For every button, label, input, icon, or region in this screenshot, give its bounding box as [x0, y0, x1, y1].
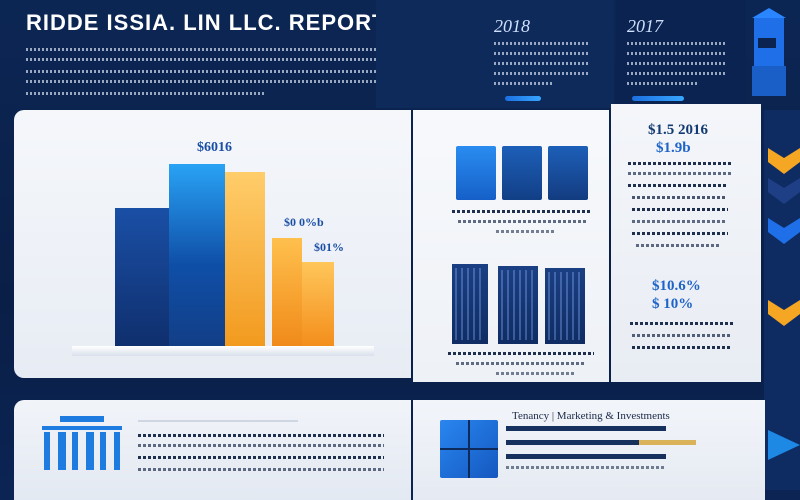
- chevron-icon: [768, 300, 800, 326]
- lower-text-line: [138, 468, 384, 471]
- progress-track: [506, 440, 696, 445]
- header-text-line: [26, 70, 376, 73]
- right-text-line: [632, 208, 728, 211]
- building-chart-3: [545, 268, 585, 344]
- chart-bar-blue: [169, 164, 225, 346]
- right-heading-2a: $10.6%: [652, 278, 701, 294]
- institution-icon: [40, 414, 124, 474]
- chart-bar-orange-tall: [225, 172, 265, 346]
- header-text-line: [26, 48, 376, 51]
- right-text-line: [632, 196, 726, 199]
- year-text-line: [494, 62, 590, 65]
- tile-divider: [440, 448, 498, 450]
- chevron-icon: [768, 430, 800, 460]
- year-text-line: [627, 42, 727, 45]
- right-text-line: [628, 184, 728, 187]
- year-text-line: [494, 42, 590, 45]
- right-heading-2b: $ 10%: [652, 296, 694, 312]
- right-edge-strip: [764, 110, 800, 490]
- mid-text-line: [458, 220, 588, 223]
- building-icon: [748, 4, 790, 100]
- right-text-line: [628, 162, 732, 165]
- right-text-line: [632, 334, 732, 337]
- right-text-line: [628, 172, 732, 175]
- year-text-line: [627, 62, 727, 65]
- chart-baseline: [72, 346, 374, 356]
- report-title: RIDDE ISSIA. LIN LLC. REPORT: [26, 10, 387, 35]
- right-text-line: [632, 220, 726, 223]
- header-text-line: [26, 80, 376, 83]
- year-text-line: [494, 82, 554, 85]
- header-text-line: [26, 92, 266, 95]
- mid-text-line: [496, 372, 576, 375]
- right-heading-1a: $1.5 2016: [648, 122, 708, 138]
- year-text-line: [494, 72, 590, 75]
- right-heading-1b: $1.9b: [656, 140, 691, 156]
- chart-block-1: [456, 146, 496, 200]
- lower-caption: Tenancy | Marketing & Investments: [512, 410, 670, 422]
- bar-value-label-side: $01%: [314, 240, 344, 254]
- mid-text-line: [456, 362, 586, 365]
- chart-block-3: [548, 146, 588, 200]
- lower-text-line: [138, 434, 384, 437]
- chart-bar-navy: [115, 208, 169, 346]
- progress-track: [506, 454, 666, 459]
- header-text-line: [26, 58, 376, 61]
- lower-text-line: [138, 456, 384, 459]
- year-text-line: [627, 82, 697, 85]
- lower-rule: [138, 420, 298, 422]
- lower-text-line: [138, 444, 384, 447]
- year-label-left: 2018: [494, 16, 530, 36]
- lower-text-line: [506, 466, 666, 469]
- bar-value-label-mid: $0 0%b: [284, 215, 324, 229]
- chart-block-2: [502, 146, 542, 200]
- mid-text-line: [448, 352, 594, 355]
- year-label-right: 2017: [627, 16, 663, 36]
- year-text-line: [494, 52, 590, 55]
- building-chart-1: [452, 264, 488, 344]
- chart-bar-orange-short: [302, 262, 334, 346]
- right-text-line: [636, 244, 720, 247]
- progress-track: [506, 426, 666, 431]
- building-chart-2: [498, 266, 538, 344]
- right-text-line: [632, 346, 732, 349]
- year-text-line: [627, 72, 727, 75]
- year-accent-bar: [632, 96, 684, 101]
- mid-text-line: [496, 230, 554, 233]
- right-text-line: [632, 232, 728, 235]
- bar-value-label-top: $6016: [197, 140, 232, 155]
- chart-bar-orange-mid: [272, 238, 302, 346]
- chevron-icon: [768, 148, 800, 174]
- year-text-line: [627, 52, 727, 55]
- chevron-icon: [768, 218, 800, 244]
- mid-text-line: [452, 210, 592, 213]
- year-accent-bar: [505, 96, 541, 101]
- right-text-line: [630, 322, 734, 325]
- chevron-icon: [768, 178, 800, 204]
